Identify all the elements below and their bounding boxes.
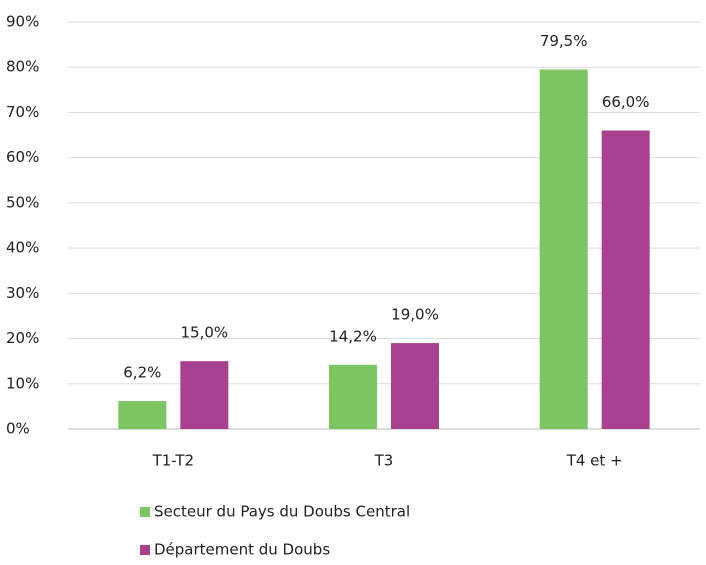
y-tick-label: 50% (6, 193, 39, 211)
y-tick-label: 80% (6, 58, 39, 76)
y-tick-label: 10% (6, 374, 39, 392)
x-tick-label: T1-T2 (152, 452, 194, 470)
y-tick-label: 20% (6, 329, 39, 347)
legend-swatch (140, 507, 150, 517)
bar (180, 361, 229, 429)
x-tick-label: T3 (374, 452, 394, 470)
legend-label: Secteur du Pays du Doubs Central (154, 503, 410, 521)
bar (329, 364, 377, 429)
bar (601, 130, 650, 430)
bar (539, 69, 588, 429)
legend-swatch (140, 545, 150, 555)
value-label: 15,0% (181, 324, 229, 342)
bar (118, 400, 167, 429)
legend-label: Département du Doubs (154, 541, 330, 559)
y-tick-label: 30% (6, 284, 39, 302)
y-tick-label: 60% (6, 148, 39, 166)
bar (391, 343, 439, 429)
value-label: 14,2% (329, 327, 377, 345)
y-tick-label: 90% (6, 13, 39, 31)
value-label: 66,0% (602, 93, 650, 111)
value-label: 79,5% (540, 32, 588, 50)
y-tick-label: 70% (6, 103, 39, 121)
value-label: 19,0% (391, 306, 439, 324)
y-tick-label: 40% (6, 239, 39, 257)
y-tick-label: 0% (6, 420, 30, 438)
value-label: 6,2% (123, 363, 161, 381)
x-tick-label: T4 et + (566, 452, 623, 470)
